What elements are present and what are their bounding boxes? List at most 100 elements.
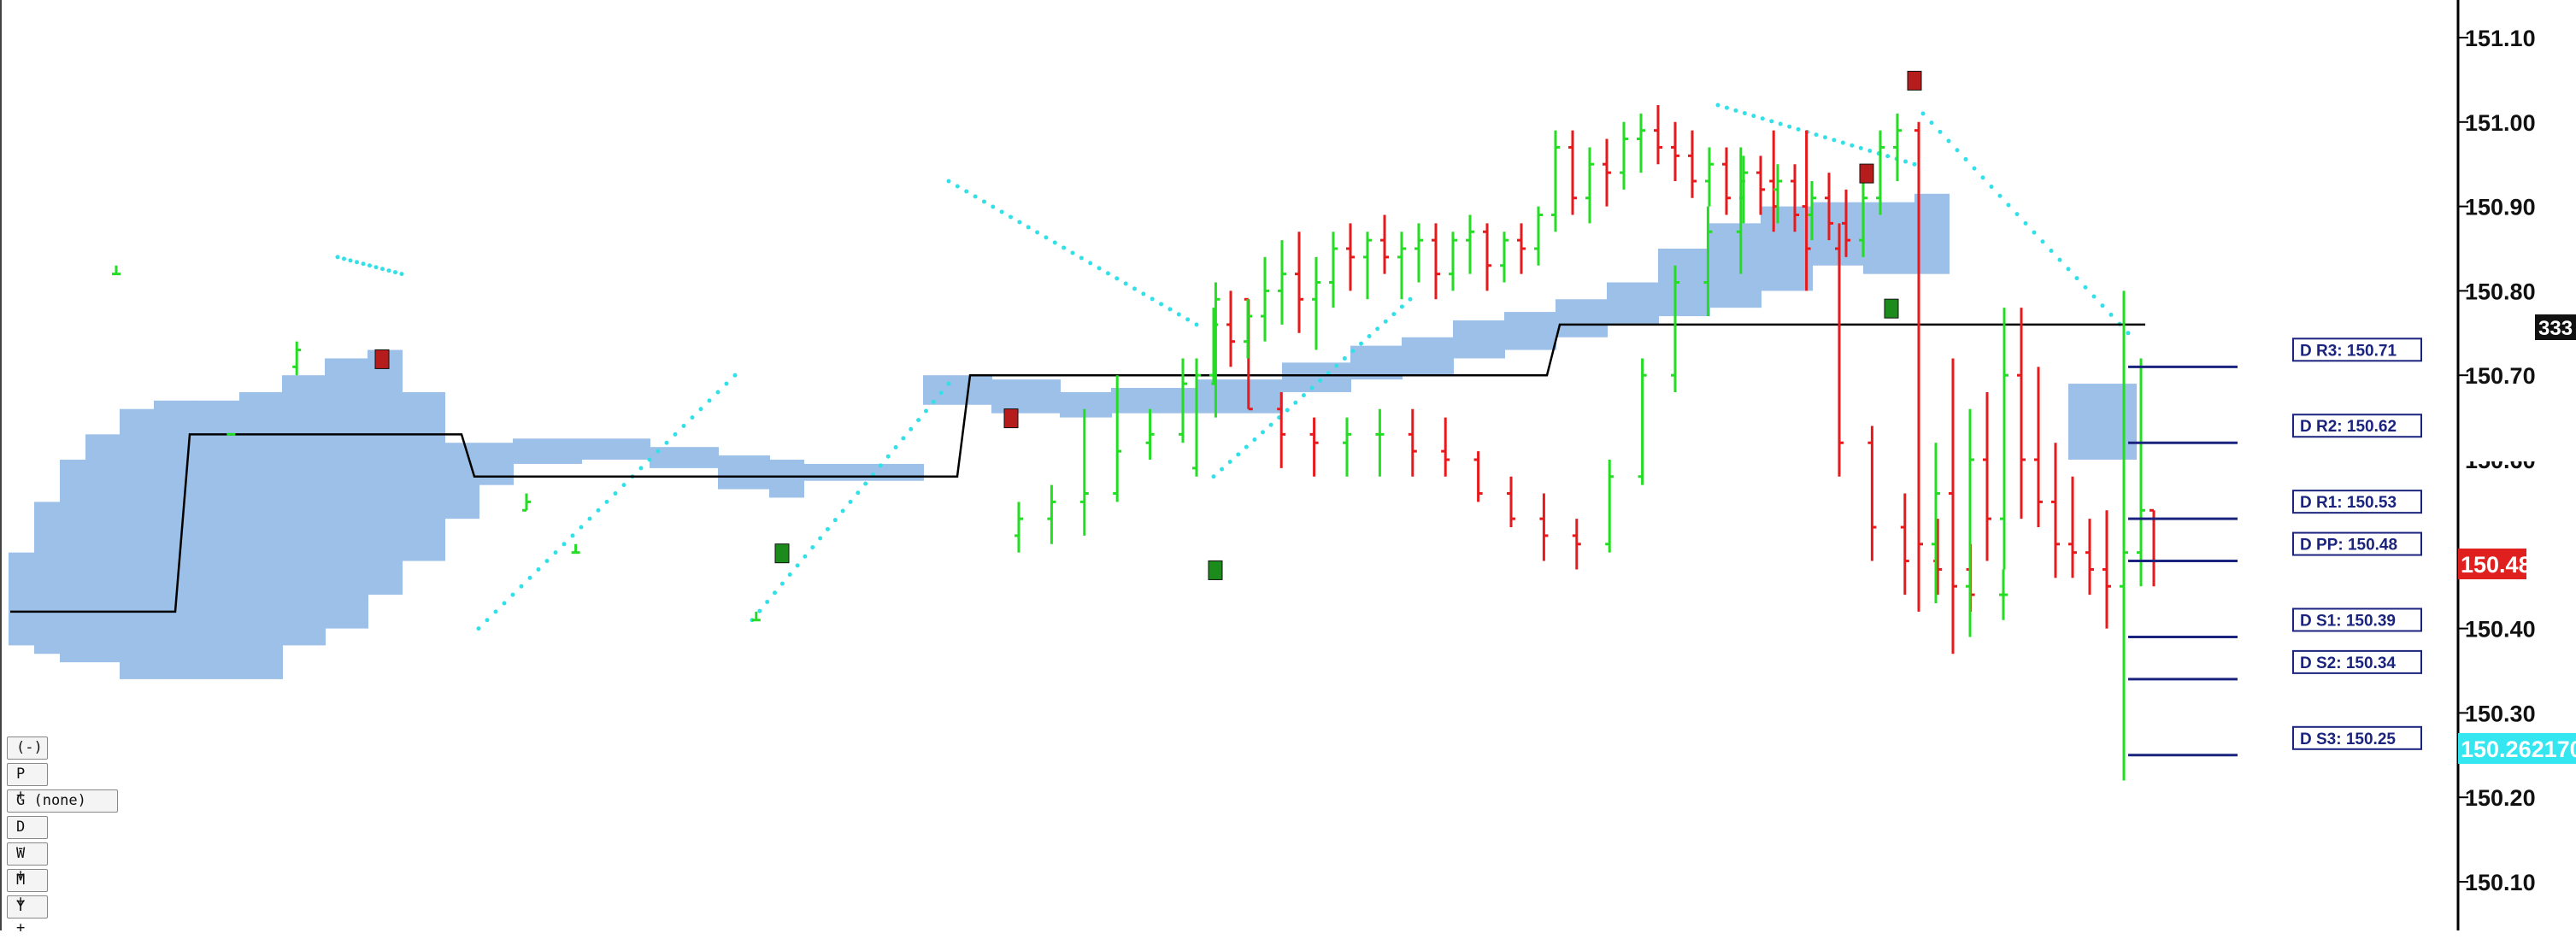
sar-dot: [2100, 303, 2105, 308]
sar-dot: [2091, 294, 2097, 299]
sar-dot: [570, 533, 575, 538]
sar-dot: [1035, 230, 1040, 235]
sar-dot: [335, 255, 340, 260]
sar-dot: [991, 204, 996, 209]
svg-text:D S2: 150.34: D S2: 150.34: [2300, 654, 2396, 672]
sar-dot: [380, 267, 385, 272]
ohlc-bar: [1473, 451, 1483, 502]
ohlc-bar: [1517, 223, 1526, 274]
sar-dot: [885, 454, 891, 459]
ohlc-bar: [2034, 367, 2043, 528]
cloud-segment: [1111, 388, 1197, 414]
sar-dot: [342, 256, 346, 261]
sar-dot: [1383, 319, 1388, 324]
cloud-segment: [513, 438, 582, 464]
sar-dot: [621, 483, 626, 488]
sar-dot: [803, 554, 808, 559]
signal-marker: [1859, 163, 1874, 184]
sar-dot: [1236, 452, 1241, 457]
group-select-button[interactable]: G (none): [7, 789, 118, 813]
ohlc-bar: [1408, 408, 1417, 477]
sar-dot: [1342, 355, 1347, 361]
sar-dot: [923, 408, 928, 414]
sar-dot: [536, 566, 541, 572]
ohlc-bar: [2051, 443, 2060, 578]
sar-dot: [1850, 143, 1855, 148]
sar-dot: [810, 545, 815, 550]
sar-dot: [2049, 248, 2054, 253]
sar-dot: [1227, 459, 1232, 464]
y-tick-label: 151.10: [2465, 26, 2536, 51]
pivot-toggle-button[interactable]: P +: [7, 763, 48, 804]
sar-dot: [946, 179, 951, 184]
sar-dot: [690, 415, 695, 420]
cloud-segment: [803, 463, 924, 481]
sar-dot: [1885, 154, 1891, 159]
sar-dot: [1150, 296, 1155, 302]
cloud-segment: [718, 455, 770, 490]
sar-dot: [2006, 202, 2011, 208]
sar-dot: [647, 457, 652, 462]
ohlc-bar: [1756, 156, 1765, 215]
cyan-price-text: 150.262170: [2461, 737, 2576, 762]
sar-dot: [964, 189, 969, 194]
sar-dot: [1963, 156, 1968, 161]
cloud-segment: [1914, 193, 1950, 274]
ohlc-bar: [1226, 291, 1235, 367]
cloud-segment: [923, 375, 992, 405]
sar-dot: [1301, 393, 1306, 398]
sar-dot: [2057, 257, 2062, 262]
ohlc-bar: [571, 543, 580, 555]
sar-dot: [1026, 225, 1031, 230]
daily-toggle-button[interactable]: D -: [7, 816, 48, 857]
ohlc-bar: [1638, 358, 1647, 485]
weekly-toggle-button[interactable]: W +: [7, 842, 48, 883]
ohlc-bar: [1466, 214, 1474, 274]
sar-dot: [1079, 255, 1084, 261]
ohlc-bar: [1179, 358, 1187, 443]
sar-dot: [579, 525, 584, 530]
cloud-segment: [1282, 362, 1351, 392]
sar-dot: [1115, 276, 1120, 281]
sar-dot: [1408, 296, 1413, 302]
sar-dot: [999, 209, 1004, 214]
sar-dot: [825, 526, 830, 531]
svg-text:D PP: 150.48: D PP: 150.48: [2300, 537, 2397, 555]
sar-dot: [2074, 276, 2079, 281]
svg-text:D S3: 150.25: D S3: 150.25: [2300, 731, 2396, 748]
cloud-segment: [1761, 206, 1813, 291]
sar-dot: [765, 599, 770, 604]
sar-dot: [1285, 408, 1290, 413]
ohlc-bar: [522, 493, 531, 512]
collapse-button[interactable]: (-): [7, 737, 48, 760]
chart-control-panel: (-) P + G (none) D - W + M + Y +: [7, 737, 118, 936]
ohlc-bar: [1441, 417, 1450, 477]
monthly-toggle-button[interactable]: M +: [7, 869, 48, 910]
ohlc-bar: [2017, 308, 2026, 519]
ohlc-bar: [1859, 180, 1867, 257]
sar-dot: [638, 466, 644, 471]
ohlc-bar: [2085, 519, 2094, 596]
ohlc-bar: [1397, 232, 1406, 300]
sar-dot: [613, 491, 618, 496]
sar-dot: [715, 390, 720, 395]
y-axis-ticks: 151.10 151.00 150.90 150.80 150.70 150.40 150.…: [2458, 26, 2536, 895]
cloud-segment: [991, 379, 1061, 414]
cloud-segment: [282, 375, 326, 646]
sar-dot: [1989, 185, 1994, 190]
ohlc-bar: [1568, 130, 1577, 215]
sar-dot: [1176, 312, 1181, 317]
sar-dot: [1367, 334, 1372, 339]
sar-dot: [931, 399, 936, 404]
cloud-segment: [1863, 202, 1915, 274]
yearly-toggle-button[interactable]: Y +: [7, 895, 48, 936]
sar-dot: [856, 490, 861, 496]
pivot-label-r2: D R2: 150.62: [2292, 414, 2422, 438]
ohlc-bar: [1983, 391, 1991, 561]
ohlc-bar: [2150, 508, 2158, 587]
cloud-segment: [368, 349, 403, 596]
sar-dot: [1787, 124, 1792, 129]
ohlc-bar: [1278, 240, 1286, 325]
y-tick-label: 150.10: [2465, 870, 2536, 895]
sar-dot: [1185, 317, 1191, 322]
